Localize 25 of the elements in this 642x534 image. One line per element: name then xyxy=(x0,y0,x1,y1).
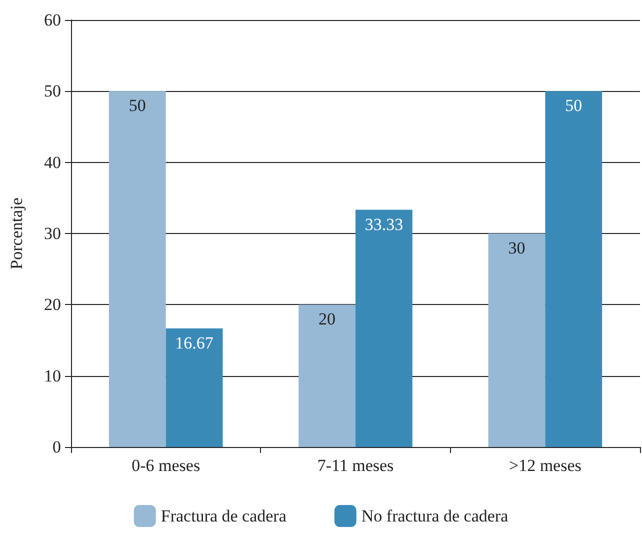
y-tick-label: 50 xyxy=(44,82,61,101)
y-axis-title: Porcentaje xyxy=(7,198,26,270)
legend-label: Fractura de cadera xyxy=(160,506,287,526)
data-label: 20 xyxy=(318,310,336,329)
y-tick-label: 0 xyxy=(52,438,61,456)
y-tick-label: 40 xyxy=(44,152,61,172)
y-tick-label: 10 xyxy=(44,366,61,386)
legend-label: No fractura de cadera xyxy=(361,506,509,526)
bar xyxy=(108,91,166,447)
data-label: 50 xyxy=(565,96,582,116)
y-tick-label: 30 xyxy=(44,224,61,243)
data-label: 30 xyxy=(508,238,526,258)
x-tick-label: >12 meses xyxy=(508,456,582,475)
bar xyxy=(545,91,602,447)
bar xyxy=(166,328,223,447)
bar xyxy=(356,210,412,447)
data-label: 33.33 xyxy=(364,214,404,234)
bar xyxy=(298,304,356,447)
x-tick-label: 7-11 meses xyxy=(317,456,394,475)
data-label: 50 xyxy=(128,96,146,116)
y-tick-label: 20 xyxy=(44,295,61,314)
bar xyxy=(488,234,546,447)
data-label: 16.67 xyxy=(175,333,214,352)
y-tick-label: 60 xyxy=(44,10,61,30)
x-tick-label: 0-6 meses xyxy=(132,456,200,475)
